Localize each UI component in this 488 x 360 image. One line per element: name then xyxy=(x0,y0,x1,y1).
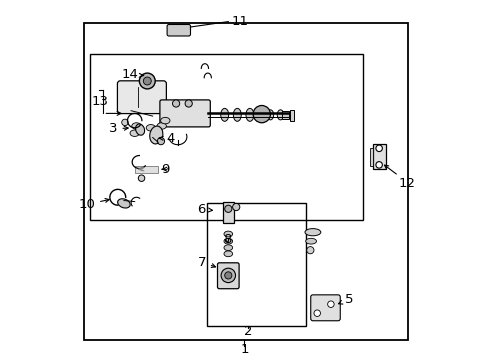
Circle shape xyxy=(306,247,313,254)
Ellipse shape xyxy=(135,124,144,135)
Ellipse shape xyxy=(277,110,283,120)
Ellipse shape xyxy=(160,117,170,124)
Circle shape xyxy=(157,138,164,145)
Ellipse shape xyxy=(224,238,232,244)
Circle shape xyxy=(138,175,144,181)
Ellipse shape xyxy=(305,238,316,244)
Text: 6: 6 xyxy=(197,203,212,216)
FancyBboxPatch shape xyxy=(310,295,340,321)
Circle shape xyxy=(253,105,270,123)
Circle shape xyxy=(122,119,128,126)
Circle shape xyxy=(313,310,320,316)
Circle shape xyxy=(232,203,239,211)
Ellipse shape xyxy=(305,229,320,236)
Bar xyxy=(282,111,288,119)
Ellipse shape xyxy=(118,199,130,208)
Ellipse shape xyxy=(149,126,163,144)
Ellipse shape xyxy=(157,123,166,129)
Bar xyxy=(206,203,305,326)
Bar xyxy=(370,148,372,166)
Ellipse shape xyxy=(224,251,232,257)
Ellipse shape xyxy=(245,108,253,121)
Text: 13: 13 xyxy=(91,95,108,108)
Text: 7: 7 xyxy=(197,256,215,269)
Text: 1: 1 xyxy=(240,343,248,356)
FancyBboxPatch shape xyxy=(167,24,190,36)
Circle shape xyxy=(221,268,235,283)
Ellipse shape xyxy=(257,110,264,120)
Ellipse shape xyxy=(220,108,228,121)
Circle shape xyxy=(172,100,179,107)
Circle shape xyxy=(139,73,155,89)
Circle shape xyxy=(224,205,231,212)
Text: 12: 12 xyxy=(398,177,415,190)
Text: 11: 11 xyxy=(231,15,248,28)
Text: 5: 5 xyxy=(338,293,352,306)
Bar xyxy=(372,144,385,169)
Ellipse shape xyxy=(132,123,141,129)
Circle shape xyxy=(143,77,151,85)
Text: 8: 8 xyxy=(223,233,231,246)
Text: 3: 3 xyxy=(109,122,128,135)
Ellipse shape xyxy=(224,245,232,251)
Ellipse shape xyxy=(146,125,155,131)
Ellipse shape xyxy=(130,130,139,136)
Text: 14: 14 xyxy=(121,68,143,81)
FancyBboxPatch shape xyxy=(117,81,166,114)
Bar xyxy=(134,166,158,173)
Circle shape xyxy=(224,272,231,279)
Bar xyxy=(89,54,363,220)
Ellipse shape xyxy=(266,110,273,120)
Circle shape xyxy=(375,145,382,152)
Bar xyxy=(84,23,407,340)
Circle shape xyxy=(327,301,333,307)
Ellipse shape xyxy=(224,231,232,237)
Circle shape xyxy=(375,162,382,168)
Text: 10: 10 xyxy=(78,198,109,211)
FancyBboxPatch shape xyxy=(160,100,210,127)
Text: 9: 9 xyxy=(161,163,169,176)
Ellipse shape xyxy=(233,108,241,121)
Bar xyxy=(289,110,294,121)
Circle shape xyxy=(185,100,192,107)
Text: 2: 2 xyxy=(244,325,252,338)
FancyBboxPatch shape xyxy=(217,263,239,289)
Text: 4: 4 xyxy=(159,132,174,145)
Bar xyxy=(222,202,234,223)
